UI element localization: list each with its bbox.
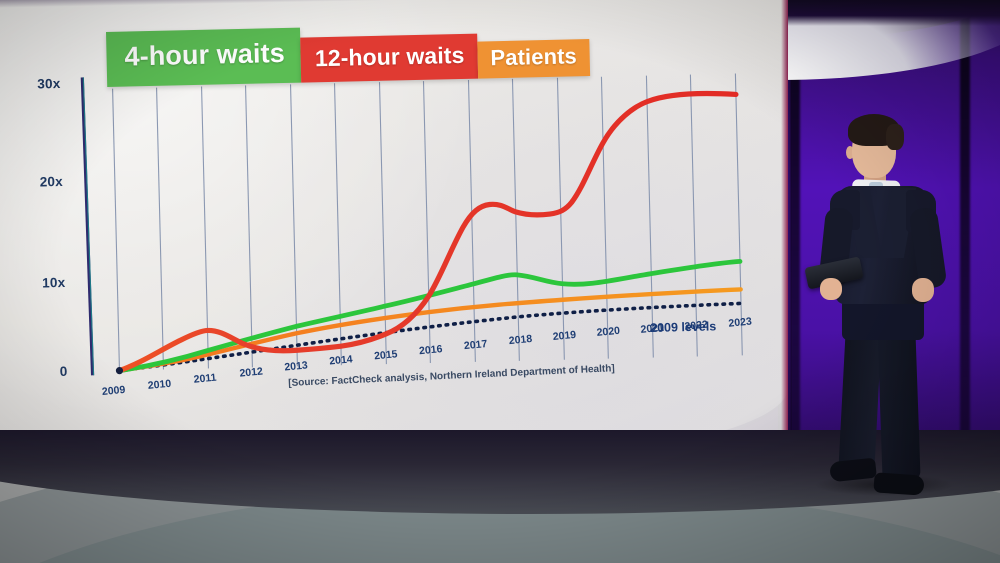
x-tick-2009: 2009 <box>101 383 126 399</box>
wall-panel-seam <box>960 0 970 470</box>
y-tick-0: 0 <box>59 363 68 380</box>
origin-marker <box>115 367 124 375</box>
y-axis-line <box>80 77 95 376</box>
series-twelve-hour-waits <box>116 90 739 374</box>
series-baseline-2009 <box>117 301 743 373</box>
wall-panel-seam <box>790 0 800 470</box>
presenter-leg-left <box>838 329 882 473</box>
x-tick-2010: 2010 <box>147 377 172 392</box>
x-tick-2019: 2019 <box>552 328 577 343</box>
presenter-ear <box>846 146 854 159</box>
legend-item-12-hour-waits[interactable]: 12-hour waits <box>300 33 478 83</box>
legend-item-4-hour-waits[interactable]: 4-hour waits <box>106 27 302 87</box>
series-patients <box>117 287 743 373</box>
x-tick-2018: 2018 <box>508 332 533 348</box>
series-four-hour-waits <box>117 259 743 374</box>
line-chart <box>80 73 743 376</box>
x-tick-2012: 2012 <box>239 365 264 380</box>
x-tick-2023: 2023 <box>727 315 753 330</box>
baseline-annotation: 2009 levels <box>650 319 717 335</box>
legend-item-patients[interactable]: Patients <box>477 39 591 79</box>
presenter-leg-right <box>877 329 921 481</box>
y-tick-30x: 30x <box>37 75 61 92</box>
x-tick-2017: 2017 <box>463 338 488 353</box>
x-tick-2013: 2013 <box>283 359 309 374</box>
screen-bevel <box>781 0 788 464</box>
studio-floor <box>0 430 1000 563</box>
presenter-hair-side <box>886 124 904 150</box>
x-tick-2016: 2016 <box>418 343 443 358</box>
presenter <box>790 112 970 512</box>
chart-display-surface: 30x 20x 10x 0 2009 2010 2011 2012 2013 2… <box>0 0 788 464</box>
presenter-hand-right <box>912 278 934 302</box>
y-tick-20x: 20x <box>39 173 64 190</box>
chart-container: 30x 20x 10x 0 2009 2010 2011 2012 2013 2… <box>37 73 753 399</box>
x-tick-2020: 2020 <box>596 324 621 339</box>
x-tick-2011: 2011 <box>193 371 217 386</box>
presenter-hand-left <box>820 278 842 300</box>
x-tick-2014: 2014 <box>328 353 354 368</box>
x-tick-2015: 2015 <box>373 348 399 363</box>
chart-legend: 4-hour waits 12-hour waits Patients <box>106 21 591 87</box>
y-tick-10x: 10x <box>42 274 66 291</box>
studio-video-wall: 30x 20x 10x 0 2009 2010 2011 2012 2013 2… <box>0 0 788 464</box>
presenter-shoe-right <box>873 472 925 496</box>
